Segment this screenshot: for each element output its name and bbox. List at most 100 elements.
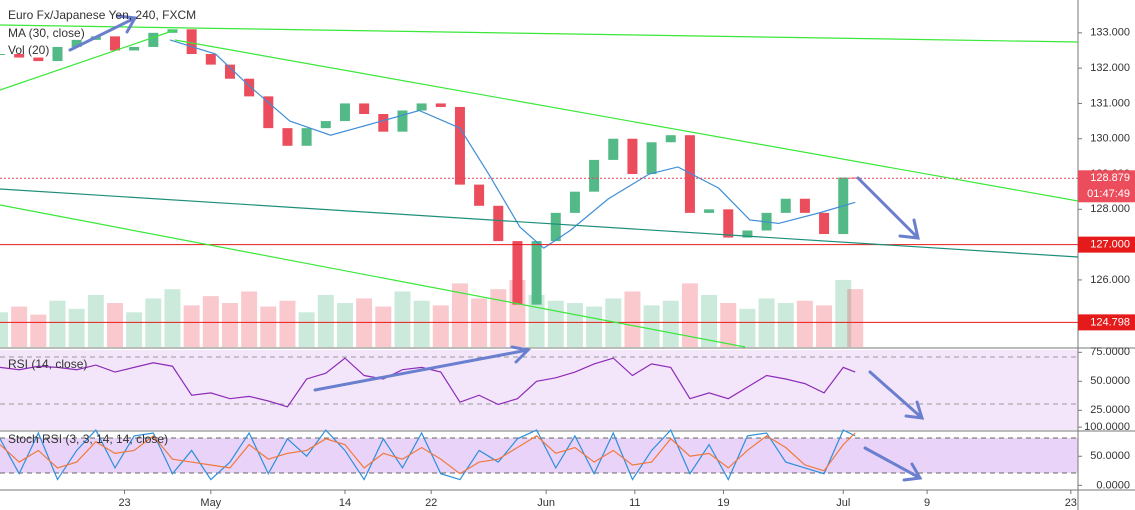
volume-bar xyxy=(87,294,104,347)
candle xyxy=(435,103,446,107)
legend-entry: Vol (20) xyxy=(8,43,49,57)
volume-bar xyxy=(221,303,238,347)
volume-bar xyxy=(164,289,181,347)
candle xyxy=(224,64,235,79)
candle xyxy=(704,209,715,213)
candle xyxy=(684,135,695,213)
y-tick-label: 132.000 xyxy=(1090,62,1130,74)
candle xyxy=(397,110,408,132)
level-label: 124.798 xyxy=(1090,316,1130,328)
volume-bar xyxy=(847,289,864,347)
candle xyxy=(109,36,120,51)
volume-bar xyxy=(777,303,794,347)
volume-bar xyxy=(202,296,219,347)
volume-bar xyxy=(183,305,200,347)
candle xyxy=(627,138,638,175)
y-tick-label: 128.000 xyxy=(1090,203,1130,215)
trendline xyxy=(0,188,1079,258)
volume-bar xyxy=(796,300,813,347)
candle xyxy=(52,46,63,62)
x-tick-label: 14 xyxy=(339,497,351,509)
volume-bar xyxy=(30,314,47,347)
volume-bar xyxy=(0,312,8,347)
volume-bar xyxy=(586,306,603,347)
trendline xyxy=(174,39,1079,202)
trendline xyxy=(0,24,1079,43)
candle xyxy=(474,184,485,206)
candle xyxy=(646,142,657,175)
volume-bar xyxy=(701,294,718,347)
volume-bar xyxy=(49,300,66,347)
candle xyxy=(799,198,810,213)
level-box xyxy=(1078,236,1135,253)
x-tick-label: May xyxy=(200,497,221,509)
candle xyxy=(819,212,830,235)
candle xyxy=(359,103,370,115)
volume-bar xyxy=(336,303,353,347)
candle xyxy=(339,103,350,122)
volume-bar xyxy=(739,308,756,347)
arrow xyxy=(68,14,138,52)
legend-entry: MA (30, close) xyxy=(8,26,85,40)
candle xyxy=(186,29,197,55)
candle xyxy=(512,241,523,305)
y-tick-label: 50.0000 xyxy=(1090,375,1130,387)
chart-title: Euro Fx/Japanese Yen, 240, FXCM xyxy=(8,8,196,22)
candle xyxy=(780,198,791,213)
y-tick-label: 133.000 xyxy=(1090,27,1130,39)
trendline xyxy=(0,204,746,348)
y-tick-label: 0.0000 xyxy=(1096,479,1130,491)
arrow xyxy=(856,176,920,240)
volume-bar xyxy=(432,305,449,347)
last-price-box xyxy=(1078,170,1135,203)
candle xyxy=(742,230,753,238)
x-tick-label: 9 xyxy=(924,497,930,509)
marks xyxy=(0,29,1078,481)
volume-bar xyxy=(413,300,430,347)
last-price-label: 128.879 xyxy=(1090,172,1130,184)
volume-bar xyxy=(126,312,143,347)
volume-bar xyxy=(566,303,583,347)
arrow xyxy=(868,370,925,420)
volume-bar xyxy=(241,291,258,347)
candle xyxy=(205,54,216,65)
candle xyxy=(665,135,676,143)
y-tick-label: 75.0000 xyxy=(1090,346,1130,358)
candle xyxy=(148,32,159,47)
x-tick-label: 22 xyxy=(425,497,437,509)
volume-bar xyxy=(451,283,468,347)
x-tick-label: 11 xyxy=(629,497,640,509)
candle xyxy=(850,177,861,179)
volume-bar xyxy=(643,305,660,347)
candle xyxy=(378,114,389,132)
candle xyxy=(454,106,465,185)
panel-title: Stoch RSI (3, 3, 14, 14, close) xyxy=(8,432,168,446)
candle xyxy=(531,241,542,305)
candle xyxy=(416,103,427,111)
y-tick-label: 130.000 xyxy=(1090,133,1130,145)
x-tick-label: 23 xyxy=(118,497,130,509)
candle xyxy=(0,54,5,56)
indicator-line xyxy=(0,357,856,408)
trendline xyxy=(0,29,176,91)
volume-bar xyxy=(106,303,123,347)
x-tick-label: 23 xyxy=(1065,497,1077,509)
indicator-line xyxy=(0,432,856,475)
x-tick-label: Jun xyxy=(537,497,555,509)
y-tick-label: 126.000 xyxy=(1090,274,1130,286)
volume-bar xyxy=(816,305,833,347)
volume-bar xyxy=(279,300,296,347)
y-tick-label: 131.000 xyxy=(1090,97,1130,109)
volume-bar xyxy=(260,306,277,347)
volume-bar xyxy=(490,289,507,347)
volume-bar xyxy=(624,291,641,347)
candle xyxy=(282,128,293,146)
volume-bar xyxy=(317,294,334,347)
ma-line xyxy=(169,39,856,249)
volume-bar xyxy=(68,308,85,347)
candle xyxy=(301,128,312,146)
countdown: 01:47:49 xyxy=(1087,188,1130,200)
y-tick-label: 25.0000 xyxy=(1090,404,1130,416)
candle xyxy=(263,96,274,129)
